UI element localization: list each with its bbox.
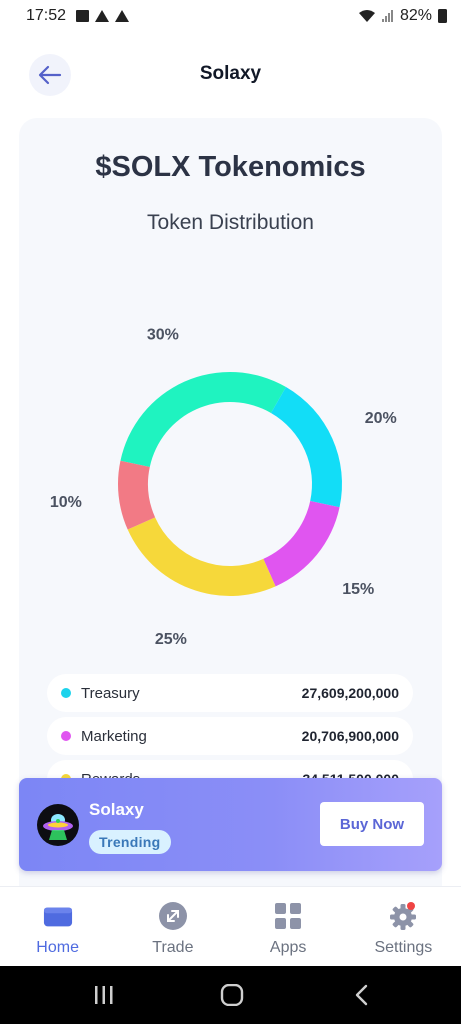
signal-icon — [381, 10, 393, 22]
buy-now-button[interactable]: Buy Now — [320, 802, 424, 846]
recent-apps-icon[interactable] — [92, 984, 116, 1006]
bottom-nav: Home Trade Apps — [0, 886, 461, 966]
wifi-icon — [358, 10, 375, 22]
nav-label: Settings — [374, 939, 433, 956]
donut-percent-label: 20% — [365, 410, 397, 427]
donut-segment — [118, 460, 156, 530]
apps-grid-icon — [273, 901, 303, 931]
notification-icons — [76, 10, 130, 22]
nav-label: Home — [36, 939, 79, 956]
wallet-icon — [43, 901, 73, 931]
home-circle-icon[interactable] — [220, 984, 244, 1006]
arrow-left-icon — [38, 65, 62, 85]
token-distribution-donut-chart: 30% 20% 15% 25% 10% — [50, 326, 397, 648]
battery-icon — [438, 9, 447, 23]
page-title: Solaxy — [199, 63, 262, 84]
legend-row-marketing[interactable]: Marketing 20,706,900,000 — [47, 717, 413, 755]
warning-icon — [95, 10, 110, 22]
tokenomics-title: $SOLX Tokenomics — [95, 151, 366, 183]
notification-dot — [407, 902, 416, 910]
gear-icon — [388, 901, 418, 931]
donut-segment — [120, 372, 286, 467]
status-bar: 17:52 82% — [0, 0, 461, 32]
legend-row-treasury[interactable]: Treasury 27,609,200,000 — [47, 674, 413, 712]
nav-home[interactable]: Home — [0, 887, 115, 966]
legend-label: Treasury — [81, 684, 140, 702]
legend-dot — [61, 688, 71, 698]
image-notification-icon — [76, 10, 90, 22]
warning-icon — [115, 10, 130, 22]
nav-settings[interactable]: Settings — [346, 887, 461, 966]
status-right: 82% — [358, 7, 447, 25]
promo-name: Solaxy — [89, 800, 144, 819]
donut-segment — [271, 387, 342, 508]
legend-dot — [61, 731, 71, 741]
status-time: 17:52 — [26, 7, 67, 24]
nav-trade[interactable]: Trade — [115, 887, 230, 966]
nav-label: Apps — [269, 939, 307, 956]
nav-label: Trade — [152, 939, 194, 956]
donut-percent-label: 15% — [342, 581, 374, 598]
donut-percent-label: 25% — [155, 631, 187, 648]
donut-segment — [263, 501, 340, 587]
donut-percent-label: 10% — [50, 494, 82, 511]
nav-apps[interactable]: Apps — [231, 887, 346, 966]
back-button[interactable] — [29, 54, 71, 96]
ufo-icon — [43, 814, 73, 840]
battery-percent: 82% — [399, 7, 432, 24]
donut-percent-label: 30% — [147, 326, 179, 343]
solaxy-avatar — [37, 804, 79, 846]
promo-banner[interactable]: Solaxy Trending Buy Now — [19, 778, 442, 871]
back-chevron-icon[interactable] — [350, 984, 374, 1006]
legend-label: Marketing — [81, 727, 147, 745]
tokenomics-subtitle: Token Distribution — [147, 211, 314, 234]
trade-arrows-icon — [158, 901, 188, 931]
trending-badge: Trending — [89, 830, 171, 854]
legend-value: 20,706,900,000 — [301, 728, 399, 744]
header: Solaxy — [0, 46, 461, 102]
system-nav-bar — [0, 966, 461, 1024]
donut-segment — [127, 517, 276, 596]
legend-value: 27,609,200,000 — [301, 685, 399, 701]
